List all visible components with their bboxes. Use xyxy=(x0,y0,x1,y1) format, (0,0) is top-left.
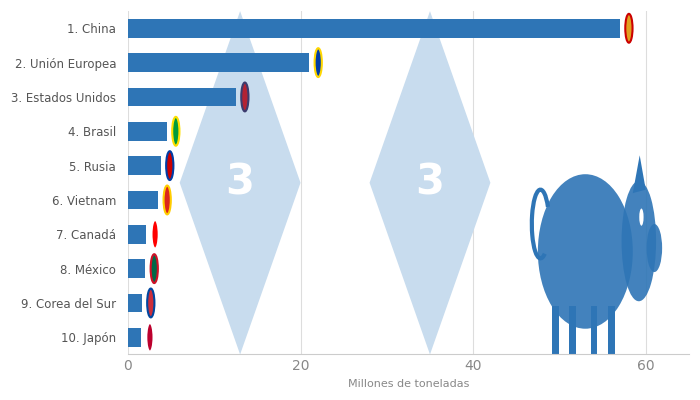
Bar xyxy=(128,225,146,244)
Circle shape xyxy=(172,117,179,146)
Circle shape xyxy=(314,48,322,77)
Bar xyxy=(128,156,161,175)
Circle shape xyxy=(150,254,158,283)
Polygon shape xyxy=(633,155,645,193)
Bar xyxy=(128,294,141,312)
Bar xyxy=(128,190,158,210)
Ellipse shape xyxy=(538,174,633,329)
Bar xyxy=(128,259,145,278)
Circle shape xyxy=(241,82,248,111)
FancyBboxPatch shape xyxy=(591,306,597,382)
X-axis label: Millones de toneladas: Millones de toneladas xyxy=(348,379,469,389)
Circle shape xyxy=(151,220,159,249)
Bar xyxy=(128,328,141,347)
Circle shape xyxy=(639,208,643,226)
Polygon shape xyxy=(370,11,491,354)
Circle shape xyxy=(166,151,174,180)
Circle shape xyxy=(625,14,633,43)
Bar xyxy=(128,88,236,106)
Text: 3: 3 xyxy=(416,162,444,204)
FancyBboxPatch shape xyxy=(608,306,615,382)
Circle shape xyxy=(146,323,153,352)
FancyBboxPatch shape xyxy=(569,306,576,382)
Bar xyxy=(128,19,620,38)
Ellipse shape xyxy=(647,224,662,272)
Ellipse shape xyxy=(622,181,656,301)
Text: 3: 3 xyxy=(225,162,255,204)
Circle shape xyxy=(164,186,171,214)
FancyBboxPatch shape xyxy=(552,306,559,382)
Bar xyxy=(128,53,309,72)
Circle shape xyxy=(147,288,155,317)
Bar xyxy=(128,122,167,141)
Polygon shape xyxy=(180,11,300,354)
